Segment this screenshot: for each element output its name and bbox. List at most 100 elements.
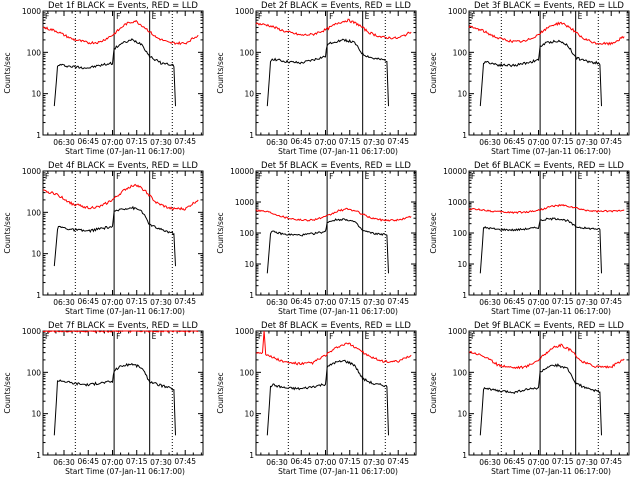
y-tick-label: 1000: [22, 7, 41, 16]
lld-series-line: [42, 19, 199, 46]
x-tick-label: 07:15: [339, 297, 361, 306]
x-tick-label: 07:30: [363, 458, 385, 467]
lld-series-line: [42, 330, 199, 333]
marker-letter: E: [365, 172, 370, 181]
y-tick-label: 100: [453, 229, 468, 238]
y-tick-label: 100: [27, 368, 42, 377]
y-tick-label: 10: [457, 410, 467, 419]
x-tick-label: 07:45: [174, 137, 196, 146]
x-tick-label: 07:00: [528, 298, 550, 307]
plot-frame: [42, 170, 204, 296]
y-tick-label: 1: [36, 451, 41, 460]
marker-letter: F: [542, 172, 546, 181]
marker-letter: E: [152, 12, 157, 21]
x-tick-label: 06:30: [479, 298, 501, 307]
x-axis-label: Start Time (07-Jan-11 06:17:00): [65, 147, 185, 156]
x-tick-label: 06:45: [77, 297, 99, 306]
y-axis-label: Counts/sec: [429, 52, 438, 93]
marker-letter: F: [45, 172, 49, 181]
x-tick-label: 07:00: [315, 298, 337, 307]
y-tick-label: 1000: [448, 198, 467, 207]
x-axis-label: Start Time (07-Jan-11 06:17:00): [65, 307, 185, 316]
chart-title: Det 2f BLACK = Events, RED = LLD: [261, 1, 411, 11]
y-tick-label: 1000: [22, 327, 41, 336]
x-tick-label: 07:15: [339, 457, 361, 466]
y-tick-label: 10: [244, 90, 254, 99]
x-tick-label: 07:30: [150, 298, 172, 307]
chart-panel-7: Det 7f BLACK = Events, RED = LLD 1 10 100 10…: [3, 321, 204, 476]
marker-letter: F: [116, 12, 120, 21]
chart-panel-6: Det 6f BLACK = Events, RED = LLD 1 10 100 10…: [429, 161, 630, 316]
marker-letter: E: [152, 172, 157, 181]
chart-panel-9: Det 9f BLACK = Events, RED = LLD 1 10 100 10…: [429, 321, 630, 476]
y-tick-label: 10: [31, 90, 41, 99]
chart-title: Det 6f BLACK = Events, RED = LLD: [474, 161, 624, 171]
plot-frame: [255, 330, 417, 456]
marker-letter: F: [258, 172, 262, 181]
marker-letter: E: [578, 332, 583, 341]
y-axis-label: Counts/sec: [216, 52, 225, 93]
events-series-line: [53, 362, 176, 436]
x-tick-label: 07:30: [576, 138, 598, 147]
marker-letter: F: [329, 12, 333, 21]
x-tick-label: 07:30: [363, 138, 385, 147]
x-tick-label: 07:45: [174, 297, 196, 306]
marker-letter: F: [45, 332, 49, 341]
chart-panel-4: Det 4f BLACK = Events, RED = LLD 1 10 100 10…: [3, 161, 204, 316]
marker-letter: F: [329, 332, 333, 341]
plot-frame: [468, 330, 630, 456]
y-tick-label: 10: [244, 410, 254, 419]
y-axis-label: Counts/sec: [429, 372, 438, 413]
x-tick-label: 06:30: [53, 298, 75, 307]
x-axis-label: Start Time (07-Jan-11 06:17:00): [491, 307, 611, 316]
y-axis-label: Counts/sec: [429, 212, 438, 253]
marker-letter: F: [45, 12, 49, 21]
x-tick-label: 07:00: [315, 458, 337, 467]
y-tick-label: 1: [249, 451, 254, 460]
marker-letter: E: [152, 332, 157, 341]
y-tick-label: 1: [462, 451, 467, 460]
x-tick-label: 06:30: [53, 138, 75, 147]
plot-frame: [468, 170, 630, 296]
x-tick-label: 06:45: [503, 137, 525, 146]
x-tick-label: 07:45: [174, 457, 196, 466]
x-tick-label: 07:45: [600, 297, 622, 306]
y-tick-label: 1: [249, 291, 254, 300]
x-tick-label: 07:45: [600, 457, 622, 466]
x-axis-label: Start Time (07-Jan-11 06:17:00): [278, 467, 398, 476]
x-axis-label: Start Time (07-Jan-11 06:17:00): [278, 147, 398, 156]
x-tick-label: 07:15: [126, 457, 148, 466]
chart-title: Det 5f BLACK = Events, RED = LLD: [261, 161, 411, 171]
x-tick-label: 06:45: [503, 457, 525, 466]
y-tick-label: 10: [457, 90, 467, 99]
y-tick-label: 100: [240, 48, 255, 57]
lld-series-line: [468, 21, 625, 46]
y-tick-label: 10000: [230, 167, 254, 176]
events-series-line: [53, 205, 176, 267]
events-series-line: [479, 363, 602, 436]
chart-title: Det 8f BLACK = Events, RED = LLD: [261, 321, 411, 331]
y-axis-label: Counts/sec: [216, 372, 225, 413]
y-tick-label: 1: [249, 131, 254, 140]
plot-frame: [468, 10, 630, 136]
marker-letter: E: [365, 12, 370, 21]
x-axis-label: Start Time (07-Jan-11 06:17:00): [278, 307, 398, 316]
y-tick-label: 1: [36, 131, 41, 140]
y-axis-label: Counts/sec: [216, 212, 225, 253]
x-tick-label: 07:30: [150, 458, 172, 467]
chart-panel-1: Det 1f BLACK = Events, RED = LLD 1 10 100 10…: [3, 1, 204, 156]
x-axis-label: Start Time (07-Jan-11 06:17:00): [491, 147, 611, 156]
x-tick-label: 06:45: [290, 137, 312, 146]
x-tick-label: 07:15: [339, 137, 361, 146]
x-tick-label: 07:30: [363, 298, 385, 307]
events-series-line: [266, 359, 389, 436]
marker-letter: F: [542, 12, 546, 21]
marker-letter: F: [471, 12, 475, 21]
x-axis-label: Start Time (07-Jan-11 06:17:00): [491, 467, 611, 476]
chart-panel-3: Det 3f BLACK = Events, RED = LLD 1 10 100 10…: [429, 1, 630, 156]
events-series-line: [479, 217, 602, 274]
chart-title: Det 7f BLACK = Events, RED = LLD: [48, 321, 198, 331]
chart-title: Det 9f BLACK = Events, RED = LLD: [474, 321, 624, 331]
plot-frame: [42, 10, 204, 136]
chart-panel-8: Det 8f BLACK = Events, RED = LLD 1 10 100 10…: [216, 321, 417, 476]
